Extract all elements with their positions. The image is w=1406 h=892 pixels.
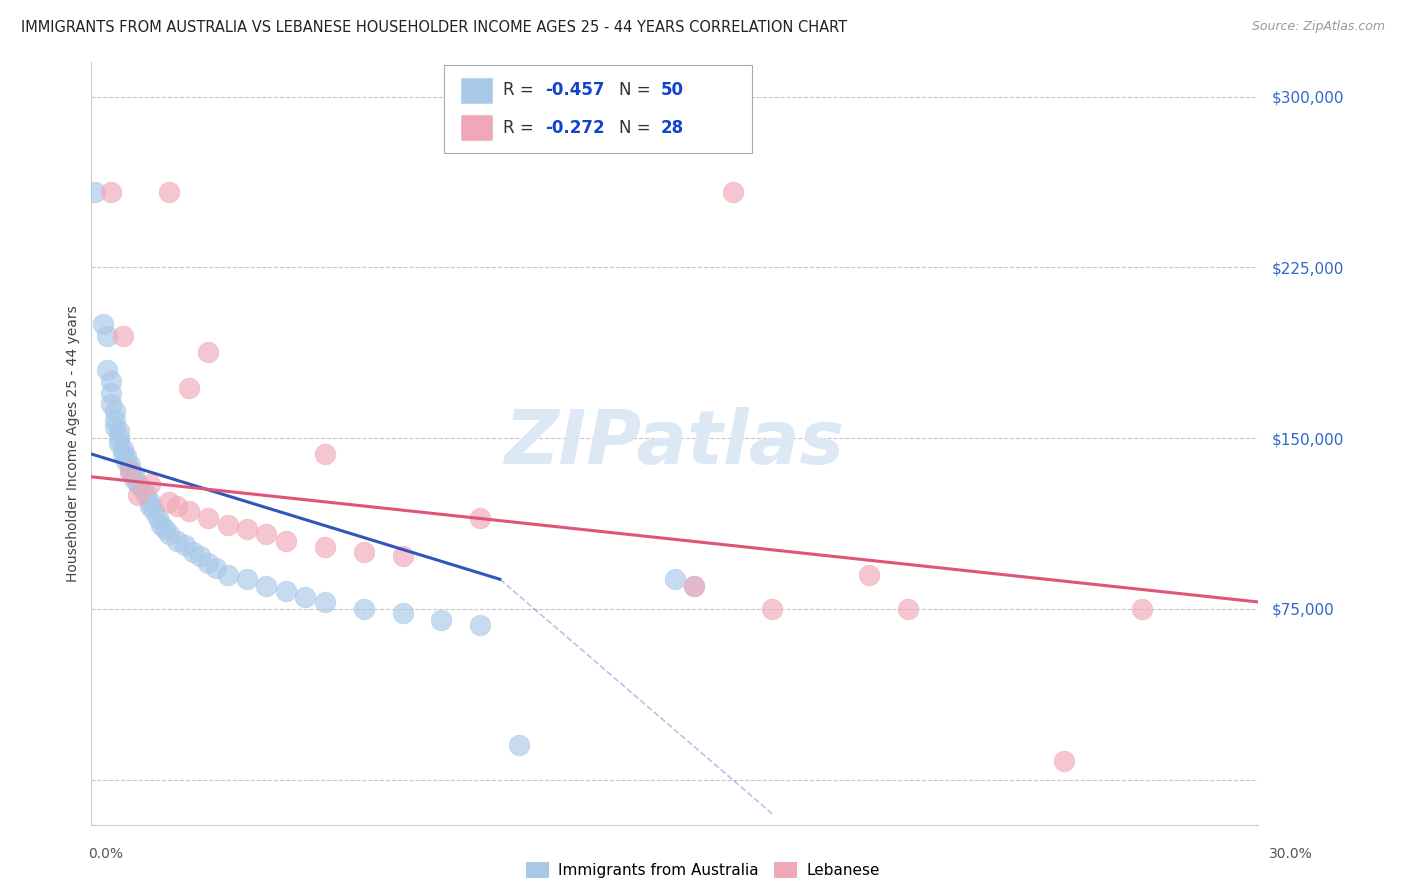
- Text: R =: R =: [503, 81, 540, 99]
- Text: Source: ZipAtlas.com: Source: ZipAtlas.com: [1251, 20, 1385, 33]
- Point: [430, 613, 453, 627]
- Point: [131, 481, 153, 495]
- Point: [146, 510, 169, 524]
- Point: [120, 465, 142, 479]
- Point: [197, 510, 219, 524]
- Point: [205, 561, 228, 575]
- Point: [197, 556, 219, 570]
- Point: [236, 572, 259, 586]
- Text: 0.0%: 0.0%: [89, 847, 122, 862]
- Point: [104, 419, 127, 434]
- Point: [104, 413, 127, 427]
- Point: [100, 374, 122, 388]
- Point: [127, 476, 149, 491]
- Point: [391, 607, 413, 621]
- Point: [111, 328, 134, 343]
- Legend: Immigrants from Australia, Lebanese: Immigrants from Australia, Lebanese: [520, 856, 886, 884]
- Point: [470, 617, 492, 632]
- Point: [122, 467, 145, 482]
- Point: [84, 185, 107, 199]
- Point: [217, 567, 239, 582]
- Point: [135, 488, 157, 502]
- Point: [274, 583, 297, 598]
- Text: IMMIGRANTS FROM AUSTRALIA VS LEBANESE HOUSEHOLDER INCOME AGES 25 - 44 YEARS CORR: IMMIGRANTS FROM AUSTRALIA VS LEBANESE HO…: [21, 20, 848, 35]
- Point: [858, 567, 880, 582]
- Point: [761, 602, 783, 616]
- Point: [115, 450, 138, 464]
- Text: N =: N =: [619, 119, 655, 136]
- Point: [100, 185, 122, 199]
- Point: [294, 591, 316, 605]
- Text: N =: N =: [619, 81, 655, 99]
- Point: [127, 488, 149, 502]
- Text: 30.0%: 30.0%: [1268, 847, 1313, 862]
- Text: -0.457: -0.457: [546, 81, 605, 99]
- Point: [107, 431, 129, 445]
- Point: [314, 447, 336, 461]
- Point: [177, 504, 200, 518]
- Point: [104, 403, 127, 417]
- Point: [314, 595, 336, 609]
- Text: R =: R =: [503, 119, 540, 136]
- Point: [256, 526, 278, 541]
- Point: [217, 517, 239, 532]
- Point: [897, 602, 920, 616]
- Point: [142, 504, 165, 518]
- Point: [508, 739, 530, 753]
- Point: [314, 541, 336, 555]
- Point: [683, 579, 706, 593]
- Text: ZIPatlas: ZIPatlas: [505, 408, 845, 480]
- Point: [256, 579, 278, 593]
- Point: [173, 538, 195, 552]
- Point: [470, 510, 492, 524]
- Point: [1053, 755, 1076, 769]
- Point: [150, 517, 173, 532]
- Point: [181, 545, 204, 559]
- Point: [274, 533, 297, 548]
- Point: [100, 385, 122, 400]
- Point: [138, 500, 162, 514]
- Text: -0.272: -0.272: [546, 119, 605, 136]
- Point: [197, 344, 219, 359]
- Point: [236, 522, 259, 536]
- Point: [96, 328, 118, 343]
- Point: [166, 500, 188, 514]
- Point: [111, 442, 134, 457]
- Point: [120, 458, 142, 473]
- Point: [111, 447, 134, 461]
- Text: 50: 50: [661, 81, 683, 99]
- Point: [353, 545, 375, 559]
- Y-axis label: Householder Income Ages 25 - 44 years: Householder Income Ages 25 - 44 years: [66, 305, 80, 582]
- Point: [107, 435, 129, 450]
- Point: [177, 381, 200, 395]
- Point: [100, 397, 122, 411]
- Point: [91, 318, 114, 332]
- Point: [166, 533, 188, 548]
- Point: [115, 454, 138, 468]
- Point: [120, 463, 142, 477]
- Point: [157, 526, 180, 541]
- Point: [353, 602, 375, 616]
- Point: [155, 522, 177, 536]
- Point: [157, 495, 180, 509]
- Point: [138, 495, 162, 509]
- Point: [664, 572, 686, 586]
- Text: 28: 28: [661, 119, 683, 136]
- Point: [107, 424, 129, 438]
- Point: [96, 363, 118, 377]
- Point: [683, 579, 706, 593]
- Point: [138, 476, 162, 491]
- Point: [122, 472, 145, 486]
- Point: [188, 549, 211, 564]
- Point: [723, 185, 745, 199]
- Point: [391, 549, 413, 564]
- Point: [157, 185, 180, 199]
- Point: [1130, 602, 1153, 616]
